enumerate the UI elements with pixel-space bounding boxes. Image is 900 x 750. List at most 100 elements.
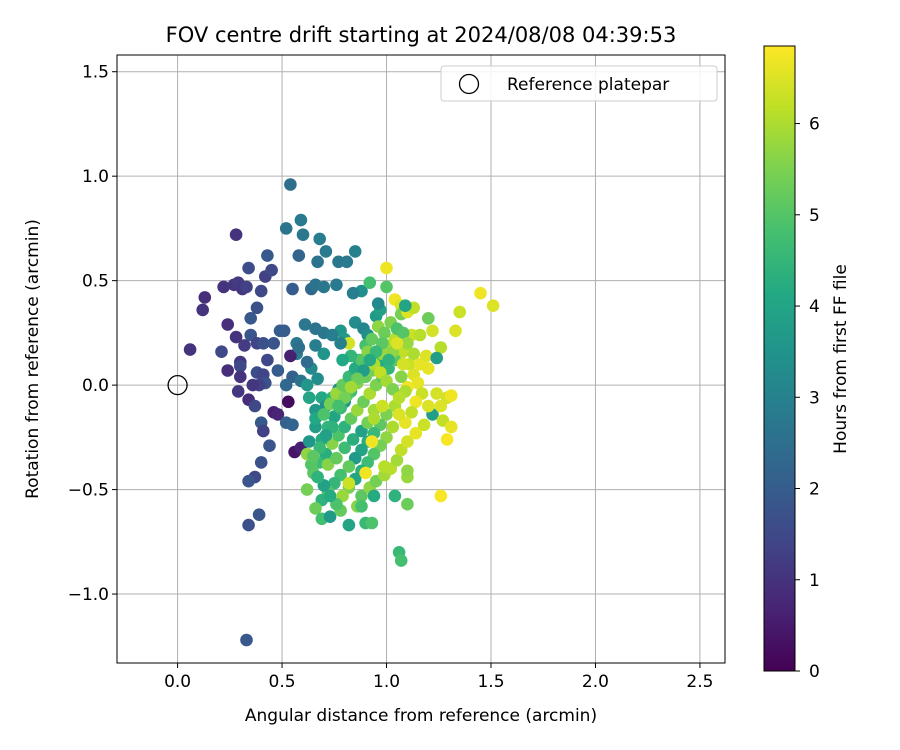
data-point bbox=[313, 232, 327, 246]
data-point bbox=[392, 391, 406, 405]
data-point bbox=[378, 326, 391, 340]
data-point bbox=[388, 489, 402, 503]
data-point bbox=[396, 357, 410, 371]
x-tick-label: 2.0 bbox=[582, 672, 609, 692]
data-point bbox=[317, 280, 331, 294]
data-point bbox=[434, 341, 448, 354]
data-point bbox=[378, 460, 391, 473]
data-point bbox=[196, 303, 209, 317]
data-point bbox=[279, 378, 293, 392]
data-point bbox=[309, 339, 322, 352]
data-point bbox=[252, 508, 266, 521]
data-point bbox=[261, 249, 274, 262]
data-point bbox=[229, 330, 243, 344]
data-point bbox=[257, 337, 270, 350]
data-point bbox=[344, 380, 358, 394]
legend-open-circle-marker bbox=[458, 73, 480, 95]
colorbar-tick-label: 6 bbox=[809, 115, 820, 135]
data-point bbox=[394, 370, 408, 384]
x-axis-ticks: 0.0 0.5 1.0 1.5 2.0 2.5 bbox=[164, 663, 713, 692]
y-tick-label: 1.5 bbox=[82, 63, 109, 83]
data-point bbox=[399, 299, 412, 313]
data-point bbox=[359, 466, 372, 480]
data-point bbox=[325, 328, 339, 342]
data-point bbox=[365, 435, 379, 448]
data-point bbox=[338, 441, 352, 455]
data-point bbox=[422, 399, 435, 413]
data-point bbox=[346, 286, 360, 300]
data-point bbox=[282, 395, 295, 409]
x-tick-label: 2.5 bbox=[686, 672, 713, 692]
data-point bbox=[417, 418, 431, 432]
data-point bbox=[323, 489, 337, 503]
data-point bbox=[298, 318, 312, 331]
data-point bbox=[263, 439, 276, 453]
colorbar-label: Hours from first FF file bbox=[831, 264, 851, 454]
colorbar-tick-label: 3 bbox=[809, 388, 820, 408]
x-tick-label: 1.5 bbox=[477, 672, 504, 692]
data-point bbox=[371, 297, 385, 310]
data-point bbox=[390, 337, 404, 350]
data-point bbox=[271, 408, 285, 421]
data-point bbox=[426, 324, 439, 338]
data-point bbox=[198, 291, 212, 304]
data-point bbox=[284, 178, 297, 191]
data-point bbox=[217, 280, 230, 294]
data-point bbox=[296, 228, 310, 241]
data-point bbox=[396, 326, 410, 340]
data-point bbox=[434, 489, 448, 503]
data-point bbox=[254, 284, 268, 298]
data-point bbox=[486, 299, 500, 313]
data-point bbox=[221, 318, 234, 331]
data-point bbox=[430, 387, 444, 400]
reference-platepar-marker bbox=[167, 374, 188, 396]
data-point bbox=[242, 518, 255, 532]
data-point bbox=[302, 435, 316, 448]
data-point bbox=[340, 255, 354, 269]
data-point bbox=[342, 518, 356, 532]
data-point bbox=[254, 456, 268, 469]
data-point bbox=[332, 399, 345, 413]
data-point bbox=[183, 343, 197, 356]
data-point bbox=[323, 510, 337, 523]
data-point bbox=[307, 449, 320, 463]
data-point bbox=[244, 312, 257, 325]
data-point bbox=[334, 337, 347, 350]
legend: Reference platepar bbox=[440, 65, 718, 102]
data-point bbox=[231, 385, 245, 398]
data-point bbox=[286, 282, 299, 296]
data-point bbox=[294, 213, 308, 227]
data-point bbox=[348, 245, 362, 258]
data-point bbox=[311, 372, 324, 386]
data-point bbox=[277, 324, 291, 338]
data-point bbox=[242, 261, 255, 275]
data-point bbox=[265, 263, 278, 277]
y-tick-label: −1.0 bbox=[68, 585, 109, 605]
data-point bbox=[365, 516, 379, 530]
data-point bbox=[292, 249, 306, 262]
data-point bbox=[271, 364, 285, 377]
x-axis-label: Angular distance from reference (arcmin) bbox=[245, 706, 597, 726]
colorbar-tick-label: 5 bbox=[809, 206, 820, 226]
data-point bbox=[411, 376, 425, 390]
data-point bbox=[380, 261, 393, 275]
y-tick-label: 0.5 bbox=[82, 272, 109, 292]
data-point bbox=[346, 433, 360, 446]
data-point bbox=[380, 280, 393, 294]
data-point bbox=[317, 408, 331, 421]
reference-marker bbox=[167, 374, 188, 396]
data-point bbox=[422, 362, 435, 375]
data-point bbox=[300, 483, 314, 496]
data-point bbox=[248, 399, 262, 413]
data-point bbox=[300, 355, 314, 369]
data-point bbox=[376, 399, 389, 413]
data-point bbox=[261, 353, 274, 367]
data-point bbox=[401, 464, 414, 478]
colorbar-ticks: 0 1 2 3 4 5 6 bbox=[795, 115, 820, 682]
data-point bbox=[453, 305, 467, 319]
y-tick-label: 1.0 bbox=[82, 167, 109, 187]
y-tick-label: −0.5 bbox=[68, 481, 109, 501]
data-points bbox=[183, 178, 500, 647]
data-point bbox=[336, 353, 349, 367]
data-point bbox=[246, 378, 260, 392]
